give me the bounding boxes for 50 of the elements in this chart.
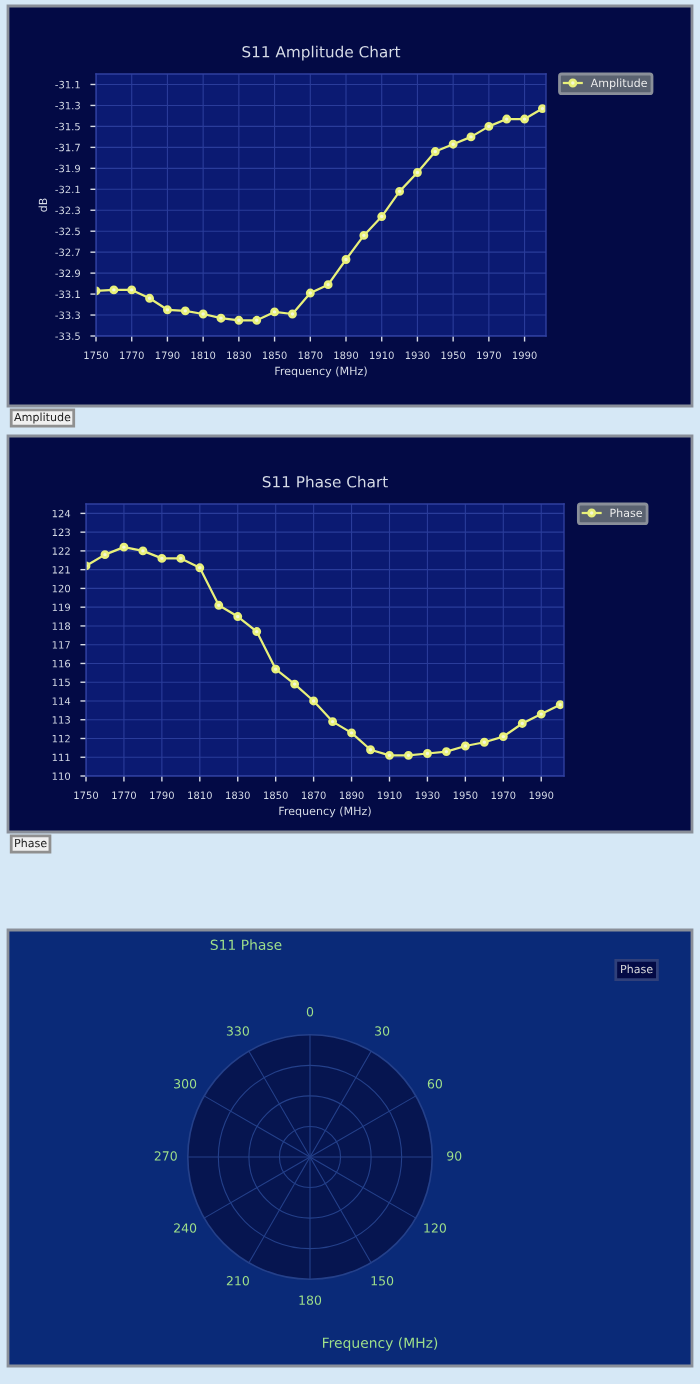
point: [287, 309, 297, 319]
point: [309, 696, 319, 706]
point: [377, 212, 387, 221]
point: [305, 288, 315, 298]
point: [180, 306, 190, 316]
point: [479, 737, 489, 747]
point: [233, 612, 243, 621]
point: [214, 600, 224, 610]
point: [100, 550, 110, 560]
point: [347, 728, 356, 738]
point: [395, 186, 405, 196]
point: [109, 285, 119, 295]
point: [127, 285, 137, 295]
point: [138, 546, 148, 556]
point: [323, 280, 333, 290]
point: [341, 255, 351, 264]
point: [404, 750, 413, 760]
point: [290, 679, 300, 689]
point: [466, 132, 476, 142]
point: [517, 719, 527, 728]
point: [195, 563, 205, 573]
point: [537, 104, 546, 114]
point: [366, 745, 375, 755]
point: [484, 121, 494, 131]
point: [498, 732, 508, 742]
point: [555, 700, 564, 710]
point: [198, 309, 208, 319]
point: [412, 168, 422, 177]
point: [460, 741, 470, 751]
point: [430, 147, 440, 156]
point: [252, 315, 262, 325]
point: [520, 114, 530, 124]
point: [441, 747, 451, 757]
point: [176, 553, 186, 563]
point: [271, 664, 281, 674]
point: [385, 750, 394, 760]
point: [448, 139, 458, 149]
point: [536, 709, 546, 719]
point: [502, 114, 512, 124]
point: [328, 717, 338, 727]
point: [359, 230, 369, 240]
point: [234, 315, 244, 325]
point: [119, 542, 129, 552]
point: [157, 553, 167, 563]
point: [422, 749, 432, 758]
point: [162, 305, 172, 315]
point: [252, 627, 262, 636]
point: [145, 293, 155, 303]
point: [216, 313, 226, 323]
point: [270, 307, 280, 317]
